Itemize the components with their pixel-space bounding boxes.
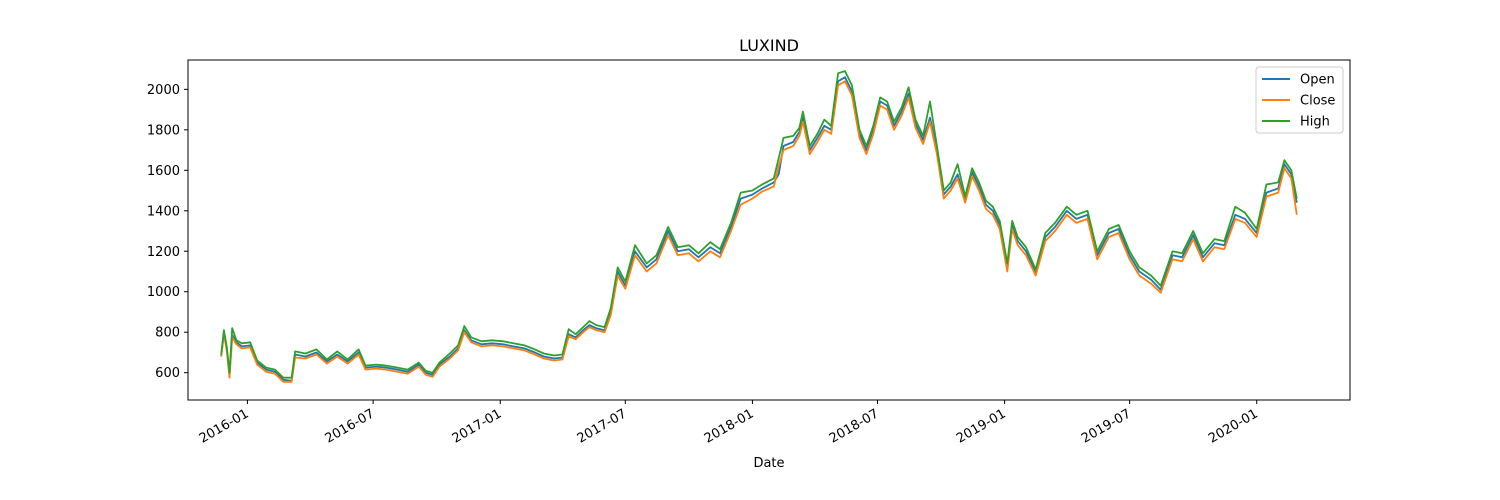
x-tick-label: 2019-07: [1079, 406, 1134, 446]
series-line-open: [220, 76, 1298, 382]
series-line-close: [220, 80, 1298, 383]
y-tick-label: 1600: [147, 164, 180, 179]
series-line-high: [220, 70, 1298, 379]
legend-box: [1255, 66, 1344, 134]
plot-area: [187, 59, 1351, 401]
plot-frame: [187, 59, 1351, 401]
y-tick-label: 1200: [147, 245, 180, 260]
x-tick-label: 2017-07: [575, 406, 630, 446]
x-tick-label: 2016-01: [197, 406, 252, 446]
legend-label-close: Close: [1300, 94, 1335, 109]
y-tick-label: 1400: [147, 204, 180, 219]
x-tick-label: 2019-01: [954, 406, 1009, 446]
x-axis: 2016-01 2016-07 2017-01 2017-07 2018-01 2018-…: [197, 400, 1261, 447]
legend-label-open: Open: [1300, 73, 1335, 88]
x-axis-label: Date: [753, 456, 784, 471]
y-tick-label: 1000: [147, 285, 180, 300]
y-tick-label: 600: [155, 366, 180, 381]
y-tick-label: 800: [155, 326, 180, 341]
legend-label-high: High: [1300, 115, 1330, 130]
legend: Open Close High: [1255, 66, 1344, 134]
y-axis: 600 800 1000 1200 1400 1600 1800 2000: [147, 83, 188, 381]
x-tick-label: 2020-01: [1206, 406, 1261, 446]
chart-title: LUXIND: [739, 36, 799, 55]
x-tick-label: 2017-01: [450, 406, 505, 446]
y-tick-label: 2000: [147, 83, 180, 98]
y-tick-label: 1800: [147, 123, 180, 138]
x-tick-label: 2018-01: [702, 406, 757, 446]
x-tick-label: 2018-07: [827, 406, 882, 446]
x-tick-label: 2016-07: [323, 406, 378, 446]
